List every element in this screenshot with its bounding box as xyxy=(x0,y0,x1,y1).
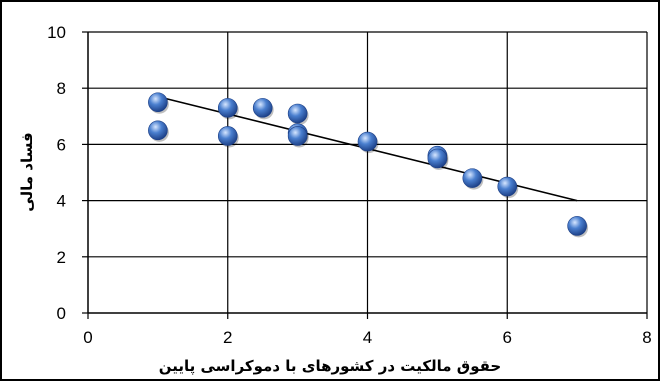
data-point xyxy=(497,176,518,197)
data-point xyxy=(148,120,168,141)
x-tick-label: 0 xyxy=(83,328,92,347)
data-point xyxy=(217,126,238,146)
data-point xyxy=(217,98,238,118)
data-point xyxy=(427,148,448,169)
x-axis-title: حقوق مالکیت در کشورهای با دموکراسی پایین xyxy=(159,357,501,376)
tick-labels: 0 2 4 6 8 10 0 2 4 6 8 xyxy=(47,23,652,347)
data-point xyxy=(462,168,483,188)
x-tick-label: 2 xyxy=(223,328,232,347)
data-point xyxy=(252,98,273,118)
y-axis-title: فساد مالی xyxy=(18,132,36,211)
axes xyxy=(82,31,648,319)
data-point xyxy=(287,126,308,146)
y-tick-label: 8 xyxy=(57,79,66,98)
x-tick-label: 4 xyxy=(363,328,372,347)
x-tick-label: 8 xyxy=(642,328,651,347)
data-point xyxy=(567,216,587,236)
y-tick-label: 4 xyxy=(57,192,66,211)
y-tick-label: 2 xyxy=(57,248,66,267)
y-tick-label: 6 xyxy=(57,135,66,154)
data-points xyxy=(148,92,589,238)
data-point xyxy=(287,103,308,124)
data-point xyxy=(357,131,378,152)
gridlines xyxy=(88,31,648,313)
y-tick-label: 10 xyxy=(47,23,66,42)
x-tick-label: 6 xyxy=(503,328,512,347)
y-tick-label: 0 xyxy=(57,304,66,323)
data-point xyxy=(148,92,168,113)
